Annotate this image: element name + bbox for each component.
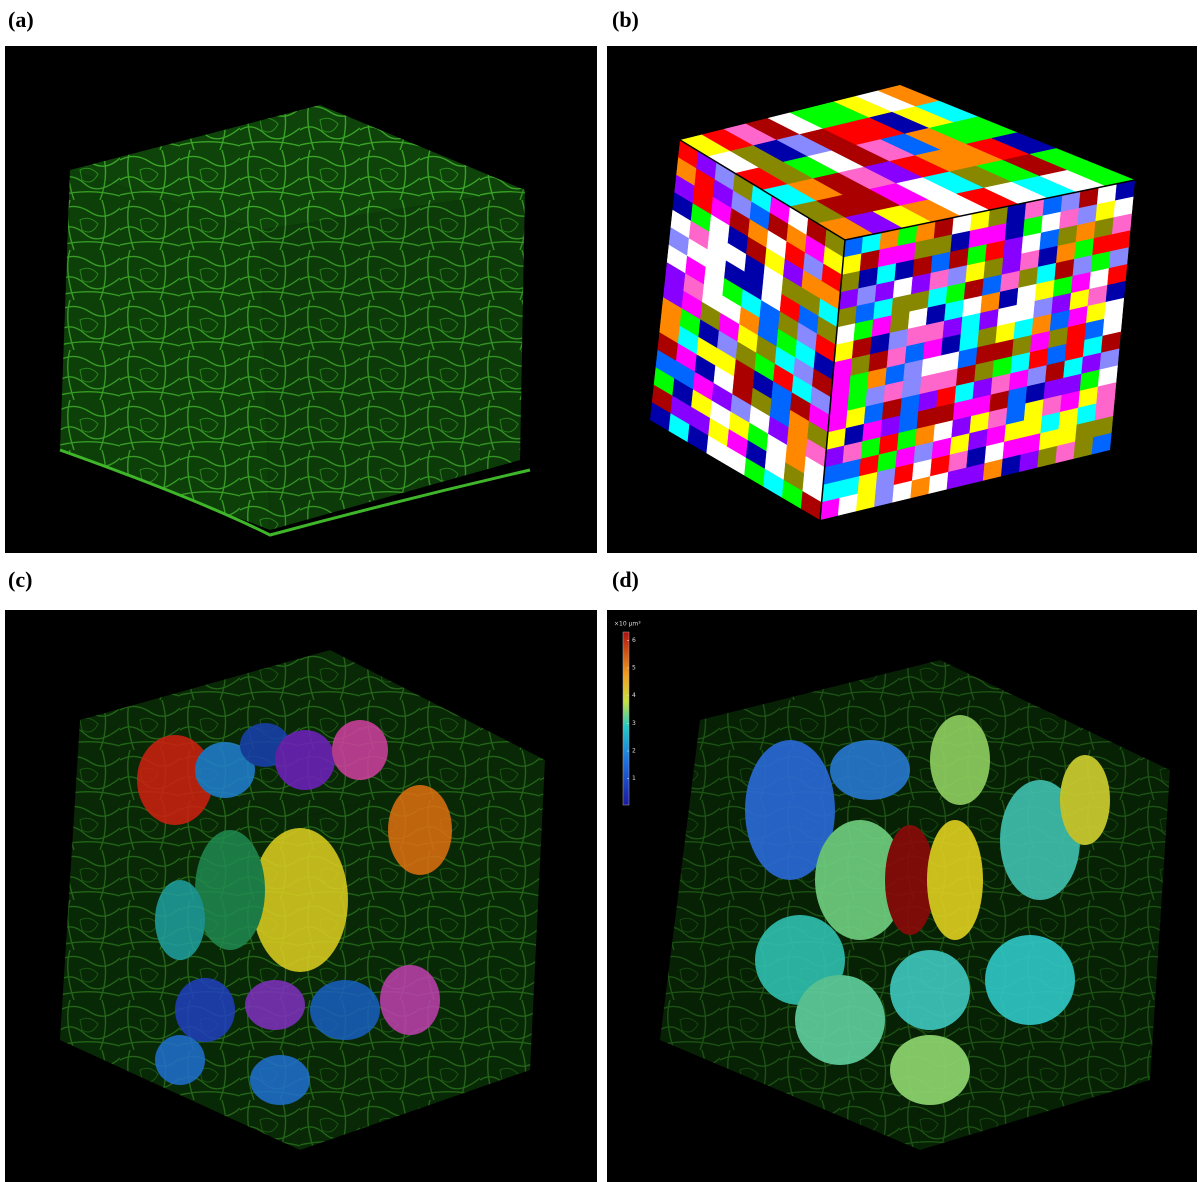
panel-label: (d)	[612, 567, 639, 592]
colorbar-label: ×10 μm³	[614, 621, 641, 628]
colorbar-tick-label: 3	[632, 720, 636, 727]
figure: (a) (b) (c) (d)	[0, 0, 1200, 1182]
panel-label: (c)	[8, 567, 32, 592]
panel-label: (b)	[612, 7, 639, 32]
colorbar-tick-label: 5	[632, 664, 636, 671]
colorbar-tick-label: 6	[632, 637, 636, 644]
colorbar-ramp	[623, 632, 629, 805]
green-volume	[60, 105, 530, 535]
panel-label: (a)	[8, 7, 34, 32]
colorbar-tick-label: 4	[632, 692, 636, 699]
colorbar-tick-label: 2	[632, 748, 636, 755]
colorbar-tick-label: 1	[632, 775, 636, 782]
figure-canvas: (a) (b) (c) (d)	[0, 0, 1200, 1182]
